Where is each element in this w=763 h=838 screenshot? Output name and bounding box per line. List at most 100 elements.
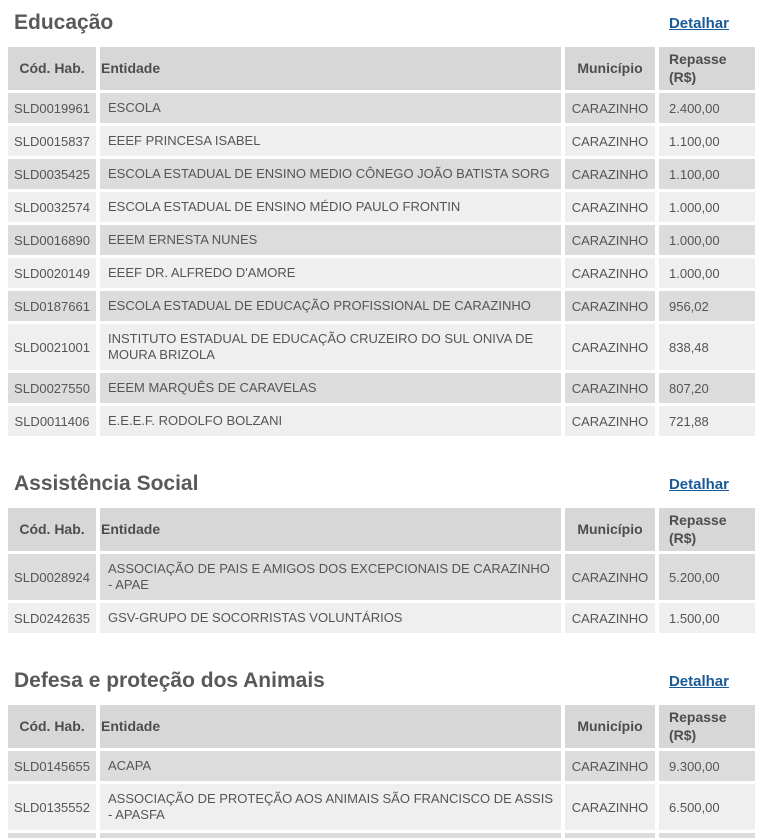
section-title: Assistência Social xyxy=(14,472,199,495)
table-row-truncated xyxy=(8,833,755,838)
cell-municipio: CARAZINHO xyxy=(565,324,655,370)
cell-cod-hab: SLD0145655 xyxy=(8,751,96,781)
section-defesa-e-protecao-dos-animais: Defesa e proteção dos Animais Detalhar C… xyxy=(4,666,759,838)
repasses-table: Cód. Hab. Entidade Município Repasse (R$) S… xyxy=(4,44,759,439)
cell-cod-hab: SLD0016890 xyxy=(8,225,96,255)
table-row: SLD0015837 EEEF PRINCESA ISABEL CARAZINHO 1… xyxy=(8,126,755,156)
cell-entidade: ASSOCIAÇÃO DE PROTEÇÃO AOS ANIMAIS SÃO F… xyxy=(100,784,561,830)
table-header-row: Cód. Hab. Entidade Município Repasse (R$) xyxy=(8,47,755,90)
cell-municipio: CARAZINHO xyxy=(565,93,655,123)
cell-entidade: EEEF DR. ALFREDO D'AMORE xyxy=(100,258,561,288)
section-assistencia-social: Assistência Social Detalhar Cód. Hab. Ent… xyxy=(4,469,759,636)
column-header-entidade: Entidade xyxy=(100,508,561,551)
table-row: SLD0027550 EEEM MARQUÊS DE CARAVELAS CARAZ… xyxy=(8,373,755,403)
table-row: SLD0035425 ESCOLA ESTADUAL DE ENSINO MEDI… xyxy=(8,159,755,189)
cell-municipio: CARAZINHO xyxy=(565,291,655,321)
cell-cod-hab: SLD0242635 xyxy=(8,603,96,633)
cell-entidade: EEEF PRINCESA ISABEL xyxy=(100,126,561,156)
cell-municipio: CARAZINHO xyxy=(565,159,655,189)
cell-repasse: 1.000,00 xyxy=(659,225,755,255)
table-header-row: Cód. Hab. Entidade Município Repasse (R$) xyxy=(8,705,755,748)
cell-cod-hab xyxy=(8,833,96,838)
column-header-cod-hab: Cód. Hab. xyxy=(8,508,96,551)
cell-repasse: 2.400,00 xyxy=(659,93,755,123)
column-header-cod-hab: Cód. Hab. xyxy=(8,705,96,748)
cell-repasse xyxy=(659,833,755,838)
cell-municipio: CARAZINHO xyxy=(565,192,655,222)
cell-entidade: ACAPA xyxy=(100,751,561,781)
column-header-entidade: Entidade xyxy=(100,705,561,748)
cell-repasse: 956,02 xyxy=(659,291,755,321)
cell-cod-hab: SLD0021001 xyxy=(8,324,96,370)
cell-entidade: ASSOCIAÇÃO DE PAIS E AMIGOS DOS EXCEPCIO… xyxy=(100,554,561,600)
column-header-cod-hab: Cód. Hab. xyxy=(8,47,96,90)
cell-repasse: 1.100,00 xyxy=(659,159,755,189)
column-header-municipio: Município xyxy=(565,508,655,551)
cell-repasse: 807,20 xyxy=(659,373,755,403)
detalhar-link[interactable]: Detalhar xyxy=(668,672,729,690)
table-row: SLD0242635 GSV-GRUPO DE SOCORRISTAS VOLUN… xyxy=(8,603,755,633)
cell-cod-hab: SLD0020149 xyxy=(8,258,96,288)
cell-entidade: ESCOLA ESTADUAL DE EDUCAÇÃO PROFISSIONAL… xyxy=(100,291,561,321)
cell-entidade: ESCOLA ESTADUAL DE ENSINO MÉDIO PAULO FR… xyxy=(100,192,561,222)
cell-cod-hab: SLD0011406 xyxy=(8,406,96,436)
cell-entidade: INSTITUTO ESTADUAL DE EDUCAÇÃO CRUZEIRO … xyxy=(100,324,561,370)
cell-repasse: 1.500,00 xyxy=(659,603,755,633)
section-title: Educação xyxy=(14,11,114,34)
column-header-municipio: Município xyxy=(565,47,655,90)
table-row: SLD0187661 ESCOLA ESTADUAL DE EDUCAÇÃO PR… xyxy=(8,291,755,321)
table-row: SLD0019961 ESCOLA CARAZINHO 2.400,00 xyxy=(8,93,755,123)
cell-municipio: CARAZINHO xyxy=(565,751,655,781)
detalhar-link[interactable]: Detalhar xyxy=(668,14,729,32)
table-row: SLD0011406 E.E.E.F. RODOLFO BOLZANI CARAZI… xyxy=(8,406,755,436)
cell-cod-hab: SLD0032574 xyxy=(8,192,96,222)
cell-cod-hab: SLD0019961 xyxy=(8,93,96,123)
detalhar-link[interactable]: Detalhar xyxy=(668,475,729,493)
repasses-table: Cód. Hab. Entidade Município Repasse (R$) S… xyxy=(4,702,759,838)
section-header: Defesa e proteção dos Animais Detalhar xyxy=(14,666,729,696)
column-header-entidade: Entidade xyxy=(100,47,561,90)
column-header-repasse: Repasse (R$) xyxy=(659,508,755,551)
table-row: SLD0021001 INSTITUTO ESTADUAL DE EDUCAÇÃO… xyxy=(8,324,755,370)
column-header-repasse: Repasse (R$) xyxy=(659,705,755,748)
table-row: SLD0020149 EEEF DR. ALFREDO D'AMORE CARAZI… xyxy=(8,258,755,288)
cell-entidade xyxy=(100,833,561,838)
cell-cod-hab: SLD0187661 xyxy=(8,291,96,321)
column-header-repasse: Repasse (R$) xyxy=(659,47,755,90)
table-row: SLD0028924 ASSOCIAÇÃO DE PAIS E AMIGOS DO… xyxy=(8,554,755,600)
cell-cod-hab: SLD0028924 xyxy=(8,554,96,600)
column-header-municipio: Município xyxy=(565,705,655,748)
cell-municipio: CARAZINHO xyxy=(565,784,655,830)
table-row: SLD0032574 ESCOLA ESTADUAL DE ENSINO MÉDI… xyxy=(8,192,755,222)
cell-repasse: 9.300,00 xyxy=(659,751,755,781)
repasses-table: Cód. Hab. Entidade Município Repasse (R$) S… xyxy=(4,505,759,636)
section-title: Defesa e proteção dos Animais xyxy=(14,669,325,692)
cell-repasse: 1.100,00 xyxy=(659,126,755,156)
cell-repasse: 1.000,00 xyxy=(659,258,755,288)
table-row: SLD0135552 ASSOCIAÇÃO DE PROTEÇÃO AOS ANI… xyxy=(8,784,755,830)
table-header-row: Cód. Hab. Entidade Município Repasse (R$) xyxy=(8,508,755,551)
section-header: Assistência Social Detalhar xyxy=(14,469,729,499)
cell-repasse: 5.200,00 xyxy=(659,554,755,600)
cell-cod-hab: SLD0035425 xyxy=(8,159,96,189)
table-row: SLD0145655 ACAPA CARAZINHO 9.300,00 xyxy=(8,751,755,781)
cell-repasse: 721,88 xyxy=(659,406,755,436)
cell-municipio: CARAZINHO xyxy=(565,258,655,288)
cell-entidade: EEEM ERNESTA NUNES xyxy=(100,225,561,255)
section-header: Educação Detalhar xyxy=(14,8,729,38)
cell-entidade: GSV-GRUPO DE SOCORRISTAS VOLUNTÁRIOS xyxy=(100,603,561,633)
cell-municipio: CARAZINHO xyxy=(565,603,655,633)
cell-entidade: ESCOLA ESTADUAL DE ENSINO MEDIO CÔNEGO J… xyxy=(100,159,561,189)
cell-municipio: CARAZINHO xyxy=(565,406,655,436)
cell-repasse: 838,48 xyxy=(659,324,755,370)
cell-cod-hab: SLD0027550 xyxy=(8,373,96,403)
cell-entidade: ESCOLA xyxy=(100,93,561,123)
cell-repasse: 6.500,00 xyxy=(659,784,755,830)
cell-entidade: EEEM MARQUÊS DE CARAVELAS xyxy=(100,373,561,403)
cell-cod-hab: SLD0015837 xyxy=(8,126,96,156)
cell-municipio: CARAZINHO xyxy=(565,554,655,600)
cell-entidade: E.E.E.F. RODOLFO BOLZANI xyxy=(100,406,561,436)
cell-cod-hab: SLD0135552 xyxy=(8,784,96,830)
table-row: SLD0016890 EEEM ERNESTA NUNES CARAZINHO 1.0… xyxy=(8,225,755,255)
cell-municipio: CARAZINHO xyxy=(565,225,655,255)
